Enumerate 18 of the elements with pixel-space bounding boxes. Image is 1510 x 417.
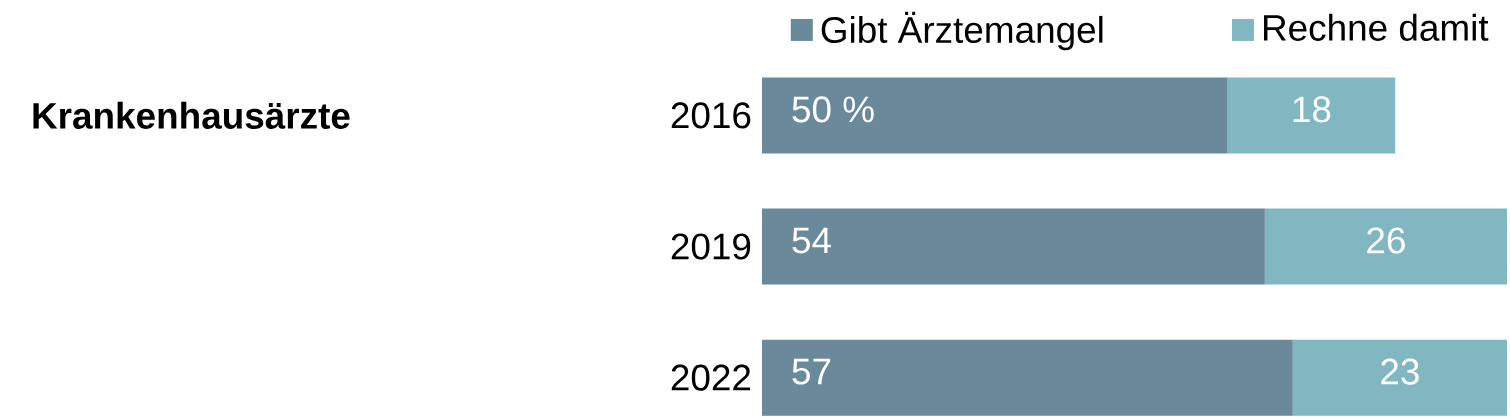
data-label: 54 (792, 227, 831, 254)
y-tick-label: 2022 (671, 364, 751, 391)
text: Krankenhausärzte (33, 101, 350, 129)
data-label: 23 (1381, 358, 1419, 385)
bar (1264, 208, 1507, 285)
bar (761, 208, 1265, 285)
bar (761, 339, 1293, 416)
bar (1227, 77, 1396, 154)
bar (761, 77, 1228, 154)
bar (1292, 339, 1507, 416)
data-label: 50 % (792, 96, 874, 123)
legend-label: Rechne damit (1264, 13, 1489, 41)
data-label: 26 (1367, 227, 1405, 254)
y-tick-label: 2019 (671, 233, 751, 260)
data-label: 57 (792, 358, 831, 385)
y-tick-label: 2016 (671, 102, 751, 129)
data-label: 18 (1293, 96, 1331, 123)
legend-label: Gibt Ärztemangel (821, 11, 1103, 51)
